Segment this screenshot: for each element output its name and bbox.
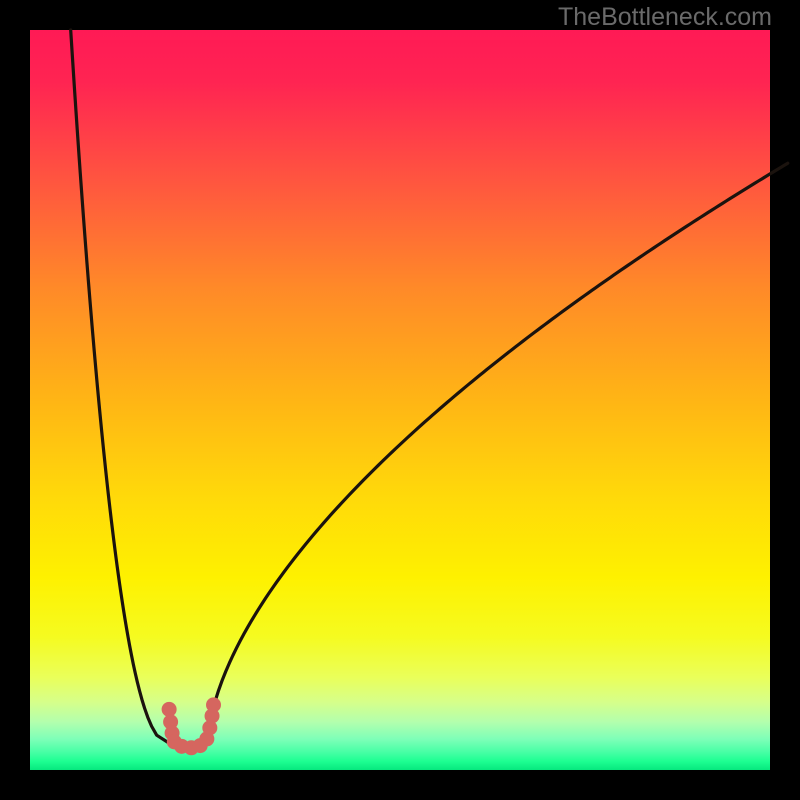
marker-group xyxy=(162,697,221,755)
plot-area xyxy=(30,30,770,770)
marker-dot xyxy=(206,697,221,712)
watermark-text: TheBottleneck.com xyxy=(558,3,772,32)
curve-layer xyxy=(30,30,770,770)
bottleneck-curve xyxy=(71,30,788,744)
chart-frame: TheBottleneck.com xyxy=(0,0,800,800)
